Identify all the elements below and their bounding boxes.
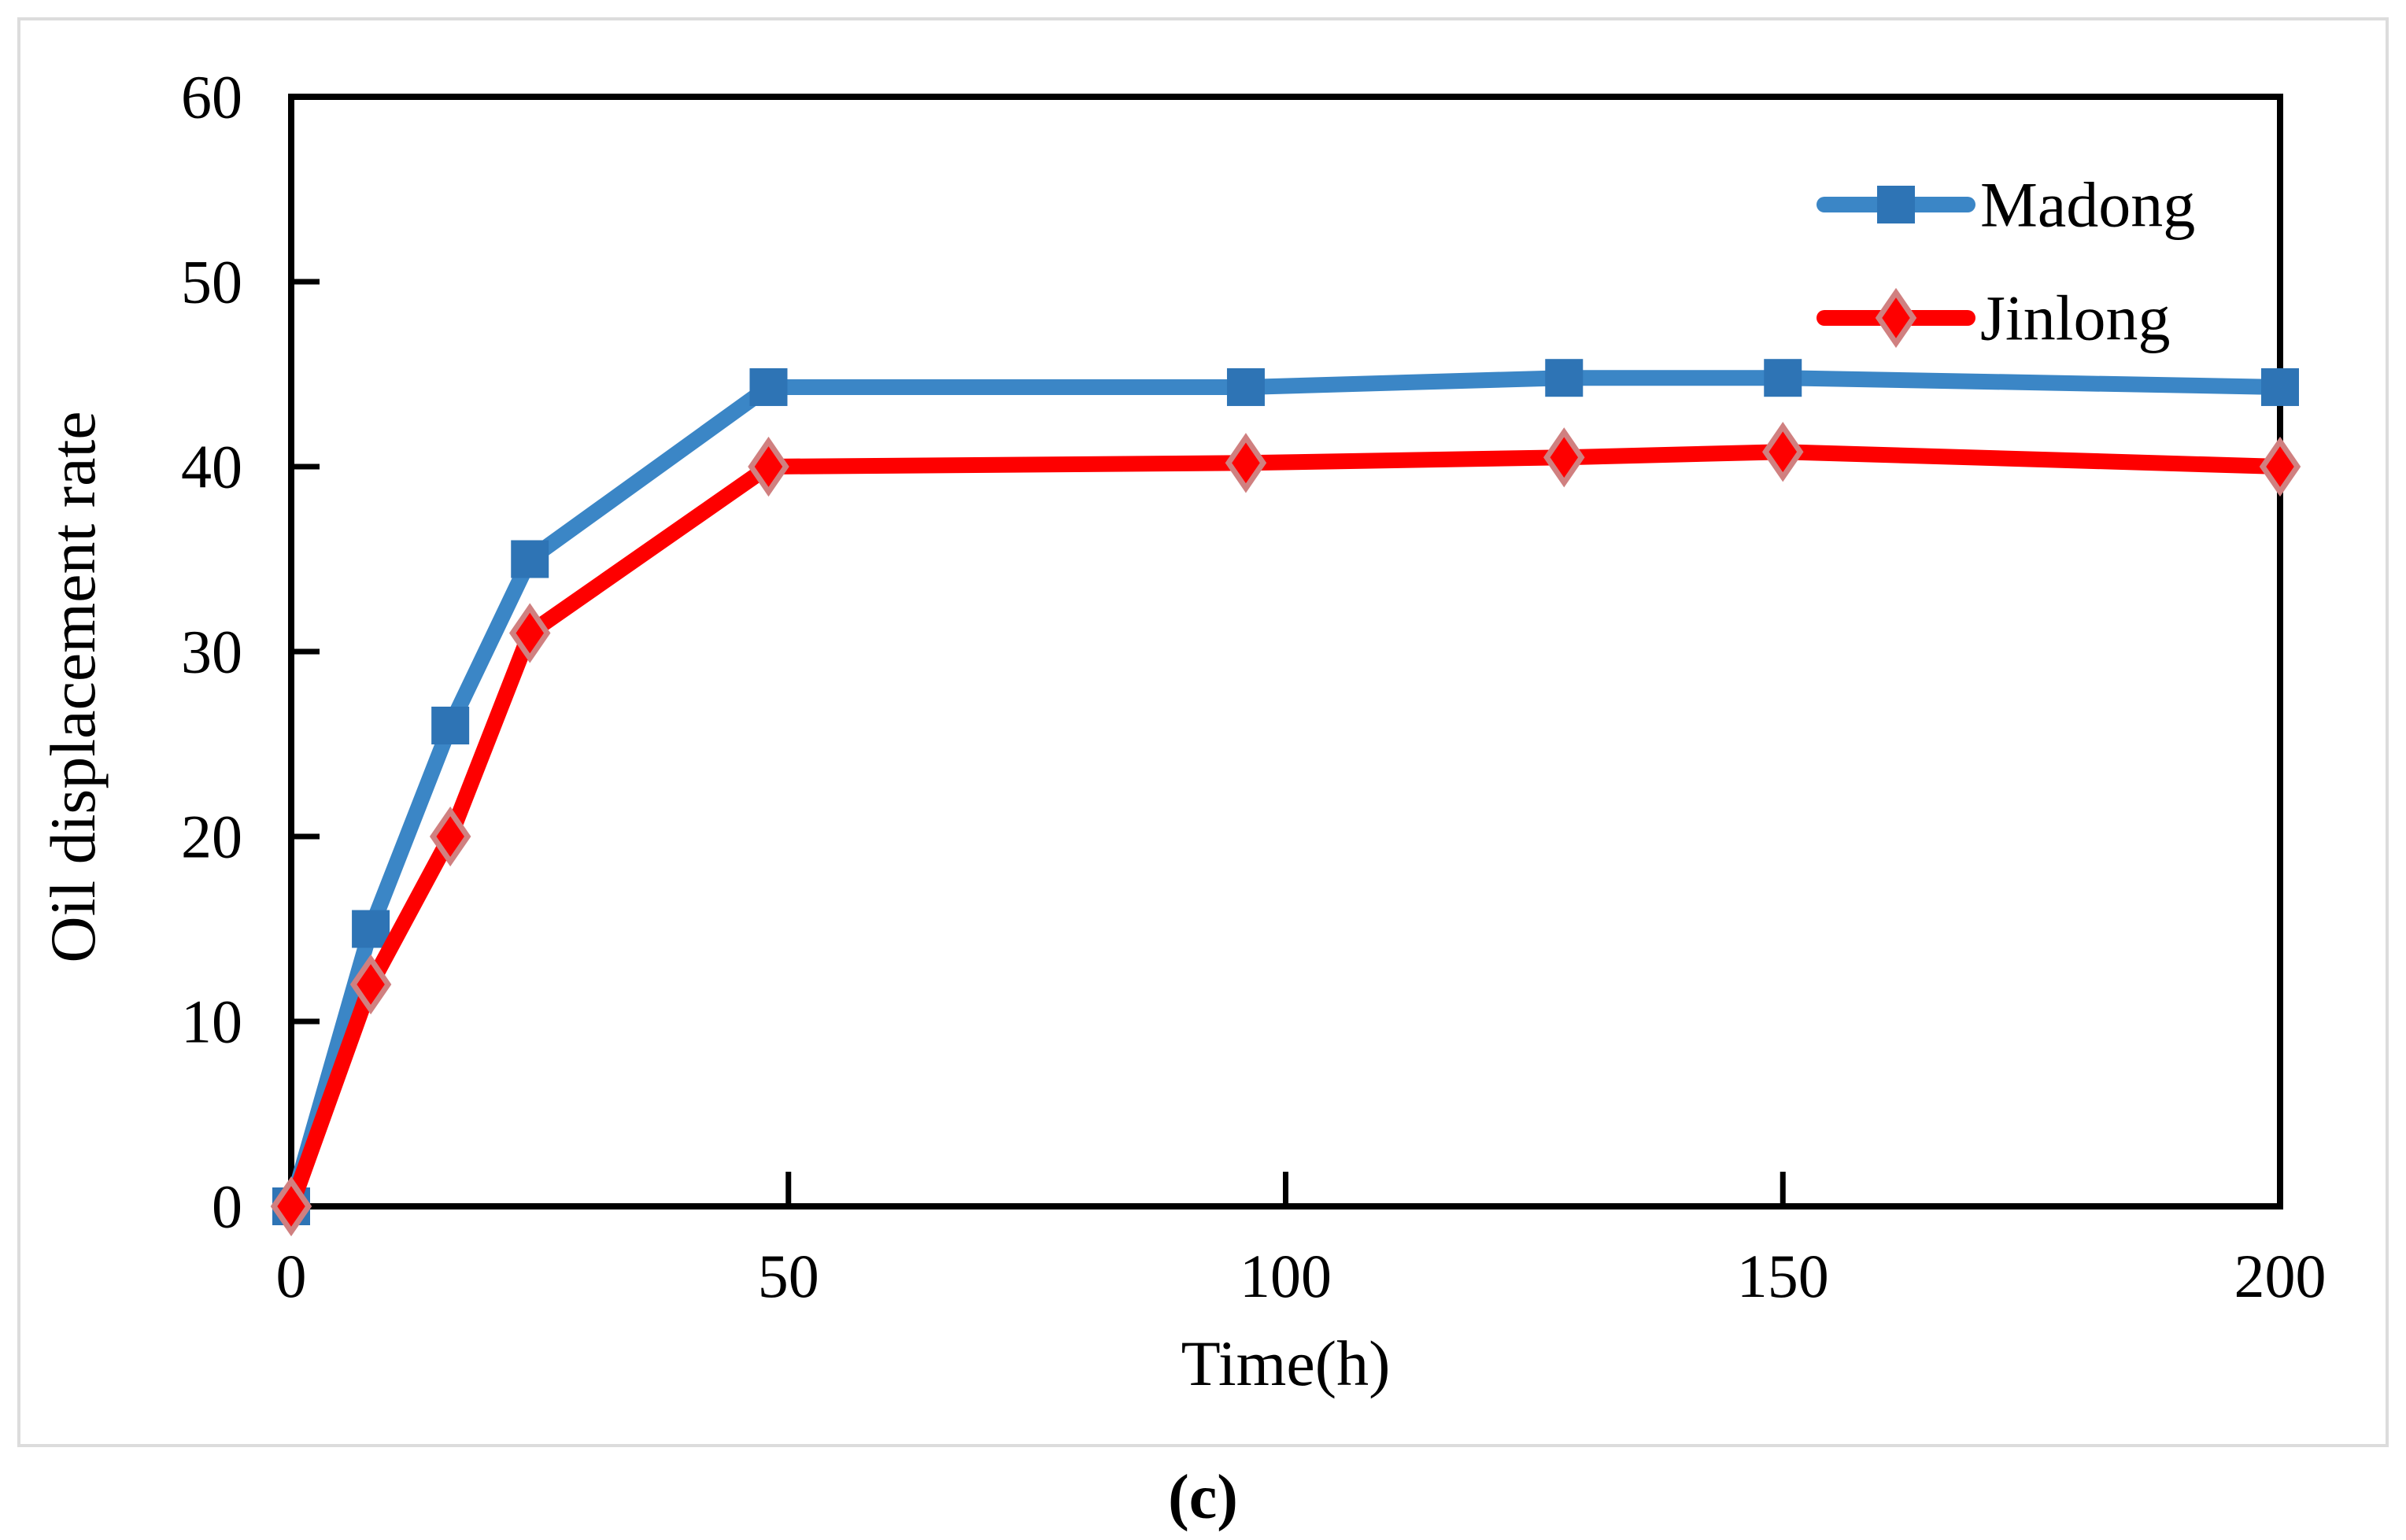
x-axis-tick-label: 100 bbox=[1240, 1242, 1332, 1310]
data-point-madong bbox=[1226, 367, 1265, 406]
data-point-madong bbox=[1764, 359, 1802, 397]
series-line-jinlong bbox=[283, 444, 2281, 1209]
x-axis-tick-label: 0 bbox=[276, 1242, 307, 1310]
data-point-jinlong bbox=[2259, 436, 2301, 497]
legend-label-madong: Madong bbox=[1980, 169, 2195, 241]
data-point-jinlong bbox=[349, 954, 392, 1015]
plot-frame bbox=[288, 94, 2283, 1209]
y-axis-tick-label: 20 bbox=[181, 803, 242, 871]
x-axis-tick-label: 150 bbox=[1737, 1242, 1829, 1310]
data-point-jinlong bbox=[1762, 422, 1804, 482]
legend-marker-jinlong bbox=[1875, 287, 1917, 349]
x-axis-tick-label: 50 bbox=[758, 1242, 819, 1310]
figure-caption: (c) bbox=[1168, 1463, 1238, 1532]
series-line-madong bbox=[283, 370, 2281, 1209]
legend-label-jinlong: Jinlong bbox=[1980, 283, 2170, 354]
y-axis-tick-label: 0 bbox=[212, 1173, 242, 1241]
legend-marker-madong bbox=[1877, 186, 1915, 223]
y-axis-tick-label: 30 bbox=[181, 618, 242, 686]
data-point-jinlong bbox=[1225, 433, 1267, 493]
data-point-jinlong bbox=[270, 1176, 312, 1237]
data-point-jinlong bbox=[1543, 427, 1585, 488]
y-axis-tick-label: 60 bbox=[181, 63, 242, 131]
data-point-madong bbox=[352, 910, 390, 948]
data-point-jinlong bbox=[508, 603, 551, 663]
y-axis-title: Oil displacement rate bbox=[37, 411, 109, 962]
data-point-madong bbox=[511, 540, 549, 578]
y-axis-tick-label: 10 bbox=[181, 988, 242, 1056]
y-axis-tick-label: 40 bbox=[181, 433, 242, 501]
data-point-madong bbox=[431, 707, 470, 744]
data-point-madong bbox=[2261, 367, 2299, 406]
data-point-madong bbox=[749, 367, 788, 406]
data-point-jinlong bbox=[429, 806, 471, 867]
x-axis-tick-label: 200 bbox=[2234, 1242, 2327, 1310]
x-axis-title: Time(h) bbox=[1181, 1328, 1391, 1399]
data-point-jinlong bbox=[748, 436, 789, 497]
y-axis-tick-label: 50 bbox=[181, 248, 242, 316]
data-point-madong bbox=[1545, 359, 1584, 397]
